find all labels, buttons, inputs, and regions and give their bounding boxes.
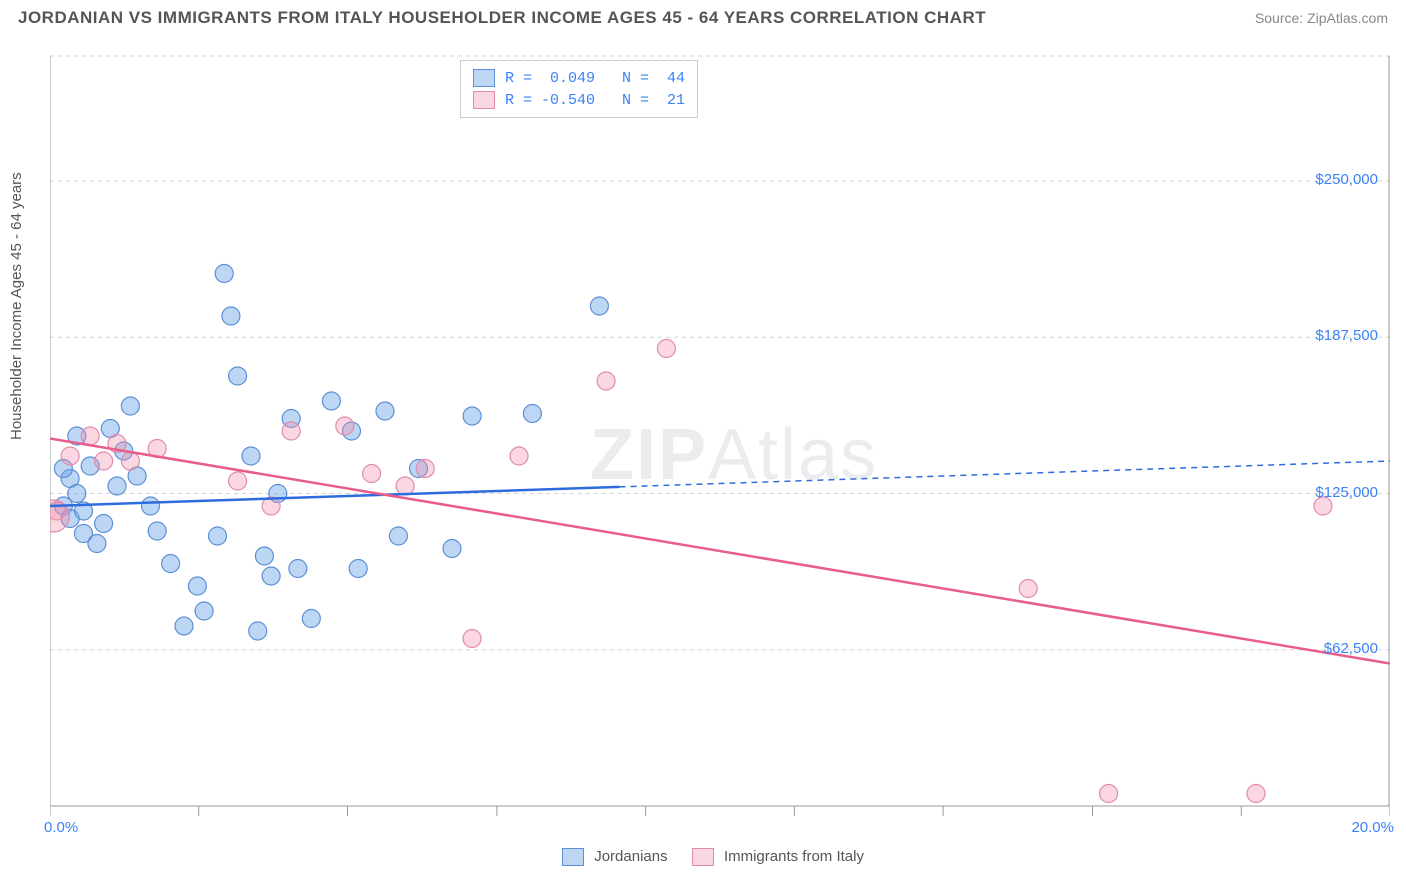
watermark: ZIPAtlas — [590, 414, 878, 496]
source-label: Source: ZipAtlas.com — [1255, 10, 1388, 26]
swatch-blue-icon — [473, 69, 495, 87]
scatter-plot — [50, 44, 1390, 834]
legend-correlation: R = 0.049 N = 44 R = -0.540 N = 21 — [460, 60, 698, 118]
x-max-label: 20.0% — [1351, 819, 1394, 836]
legend-series: Jordanians Immigrants from Italy — [0, 848, 1406, 866]
legend-stats-blue: R = 0.049 N = 44 — [505, 70, 685, 87]
page-title: JORDANIAN VS IMMIGRANTS FROM ITALY HOUSE… — [18, 8, 986, 28]
swatch-pink-icon — [473, 91, 495, 109]
x-min-label: 0.0% — [44, 819, 78, 836]
y-tick-label: $62,500 — [1324, 640, 1378, 657]
y-tick-label: $187,500 — [1315, 327, 1378, 344]
y-tick-label: $125,000 — [1315, 484, 1378, 501]
legend-stats-pink: R = -0.540 N = 21 — [505, 92, 685, 109]
y-tick-label: $250,000 — [1315, 171, 1378, 188]
swatch-pink-icon — [692, 848, 714, 866]
legend-label-pink: Immigrants from Italy — [724, 848, 864, 865]
swatch-blue-icon — [562, 848, 584, 866]
legend-label-blue: Jordanians — [594, 848, 667, 865]
y-axis-label: Householder Income Ages 45 - 64 years — [8, 172, 25, 440]
chart-area: ZIPAtlas R = 0.049 N = 44 R = -0.540 N =… — [50, 44, 1390, 834]
